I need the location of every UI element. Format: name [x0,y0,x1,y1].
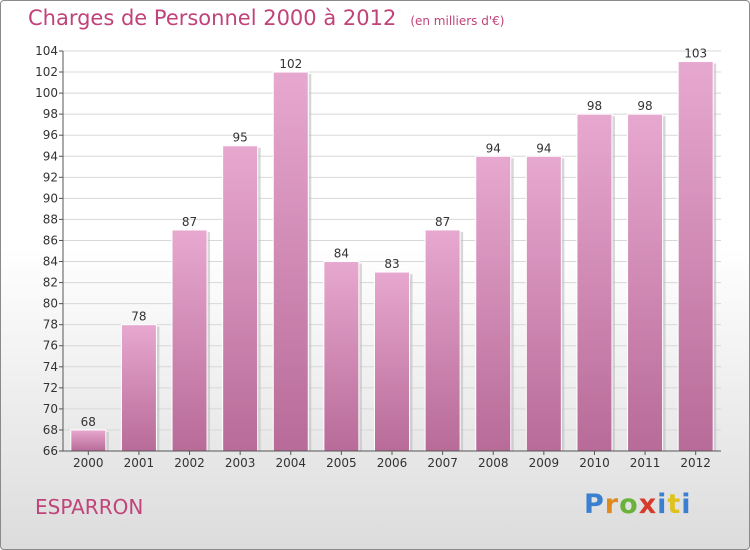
bar-value-label: 98 [587,99,602,113]
x-tick-label: 2007 [427,456,458,470]
y-tick-label: 82 [43,276,58,290]
town-name: ESPARRON [35,495,144,519]
bar-value-label: 98 [637,99,652,113]
y-tick-label: 100 [35,86,58,100]
bar [576,113,613,452]
bar [525,155,562,452]
logo-letter: t [667,489,682,520]
y-tick-label: 86 [43,233,58,247]
x-tick-label: 2008 [478,456,509,470]
bar-value-label: 87 [435,215,450,229]
bar [627,113,664,452]
bar-value-label: 102 [279,57,302,71]
y-tick-label: 72 [43,381,58,395]
y-tick-label: 88 [43,212,58,226]
logo-letter: i [681,489,692,520]
labels-layer: 68 78 87 95 102 84 83 87 94 94 98 98 103 [81,47,707,429]
bar [374,271,410,452]
bar-value-label: 84 [334,247,349,261]
x-tick-label: 2003 [225,456,256,470]
bar-value-label: 95 [233,131,248,145]
bars-layer [70,61,717,452]
logo-letter: i [657,489,668,520]
logo-letter: P [584,489,605,520]
bar [171,229,208,452]
bar [272,71,309,452]
bar-value-label: 94 [536,141,551,155]
y-tick-label: 96 [43,128,58,142]
y-tick-label: 68 [43,423,58,437]
bar [70,429,107,452]
y-tick-label: 78 [43,318,58,332]
bar [677,61,714,452]
y-tick-label: 84 [43,255,58,269]
logo-letter: o [619,489,639,520]
chart-subtitle: (en milliers d'€) [410,14,505,28]
x-tick-label: 2009 [529,456,560,470]
y-tick-label: 102 [35,65,58,79]
x-tick-label: 2006 [377,456,408,470]
axis-layer: 66 68 70 72 74 76 78 80 82 84 86 88 90 92 94 96 98 100 102… [35,44,721,470]
bar-value-label: 87 [182,215,197,229]
y-tick-label: 90 [43,191,58,205]
bar-value-label: 78 [131,310,146,324]
bar [475,155,512,452]
y-tick-label: 66 [43,444,58,458]
x-tick-label: 2002 [174,456,205,470]
x-tick-label: 2004 [275,456,306,470]
bar [323,261,360,452]
bar [424,229,461,452]
chart-title: Charges de Personnel 2000 à 2012 [28,6,397,30]
bar [222,145,259,452]
y-tick-label: 80 [43,297,58,311]
x-tick-label: 2001 [124,456,155,470]
y-tick-label: 104 [35,44,58,58]
y-tick-label: 70 [43,402,58,416]
proxiti-logo: Proxiti [584,489,692,520]
bar-value-label: 103 [684,47,707,61]
title-line: Charges de Personnel 2000 à 2012 (en mill… [28,6,504,30]
y-tick-label: 76 [43,339,58,353]
logo-letter: r [604,489,620,520]
x-tick-label: 2011 [630,456,661,470]
bar-value-label: 94 [486,141,501,155]
x-tick-label: 2012 [680,456,711,470]
x-tick-label: 2000 [73,456,104,470]
y-tick-label: 74 [43,360,58,374]
bar-value-label: 68 [81,415,96,429]
bar [120,324,157,452]
x-tick-label: 2010 [579,456,610,470]
y-tick-label: 98 [43,107,58,121]
x-tick-label: 2005 [326,456,357,470]
y-tick-label: 94 [43,149,58,163]
logo-letter: x [638,489,658,520]
bar-value-label: 83 [384,257,399,271]
y-tick-label: 92 [43,170,58,184]
